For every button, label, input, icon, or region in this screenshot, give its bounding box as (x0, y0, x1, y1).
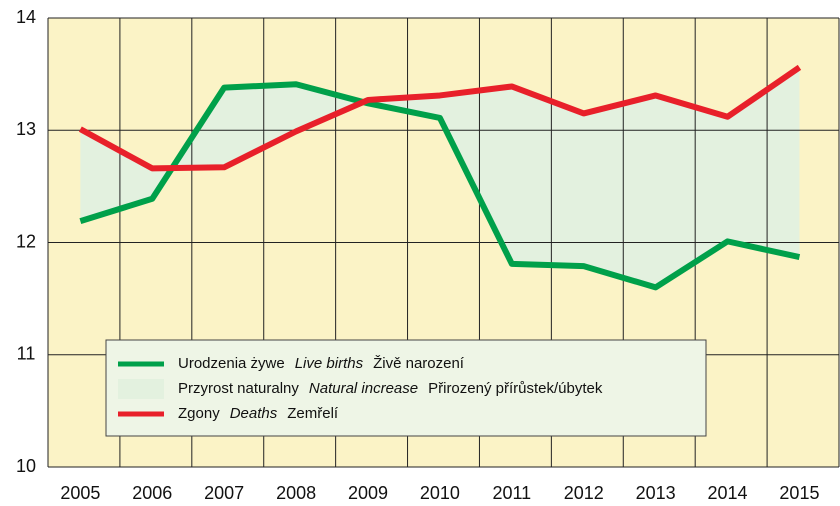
x-tick-label: 2008 (276, 483, 316, 503)
x-tick-label: 2007 (204, 483, 244, 503)
x-tick-label: 2009 (348, 483, 388, 503)
series-line (78, 64, 802, 172)
legend-label: Urodzenia żywe Live births Živě narození (178, 355, 465, 372)
y-tick-label: 11 (17, 344, 36, 364)
legend-label: Zgony Deaths Zemřelí (178, 405, 339, 422)
x-tick-label: 2013 (636, 483, 676, 503)
series-line (79, 81, 801, 291)
legend-text: Zgony (178, 405, 220, 422)
y-tick-label: 14 (16, 7, 36, 27)
y-tick-label: 10 (16, 456, 36, 476)
legend-text: Natural increase (309, 380, 418, 397)
legend-text: Přirozený přírůstek/úbytek (428, 380, 603, 397)
legend-box (105, 339, 707, 437)
legend-label: Przyrost naturalny Natural increase Přiroz… (178, 380, 603, 397)
legend-text: Przyrost naturalny (178, 380, 299, 397)
legend-text: Zemřelí (287, 405, 339, 422)
legend-text: Deaths (230, 405, 278, 422)
natural-increase-area (80, 67, 800, 288)
y-tick-label: 13 (16, 119, 36, 139)
legend-text: Urodzenia żywe (178, 355, 285, 372)
y-tick-label: 12 (16, 231, 36, 251)
x-tick-label: 2015 (779, 483, 819, 503)
x-tick-label: 2014 (708, 483, 748, 503)
x-tick-label: 2006 (132, 483, 172, 503)
x-tick-label: 2012 (564, 483, 604, 503)
x-tick-label: 2005 (60, 483, 100, 503)
legend-swatch (118, 379, 164, 399)
x-tick-label: 2010 (420, 483, 460, 503)
x-tick-label: 2011 (492, 483, 531, 503)
legend-text: Live births (295, 355, 364, 372)
legend-text: Živě narození (373, 355, 465, 372)
